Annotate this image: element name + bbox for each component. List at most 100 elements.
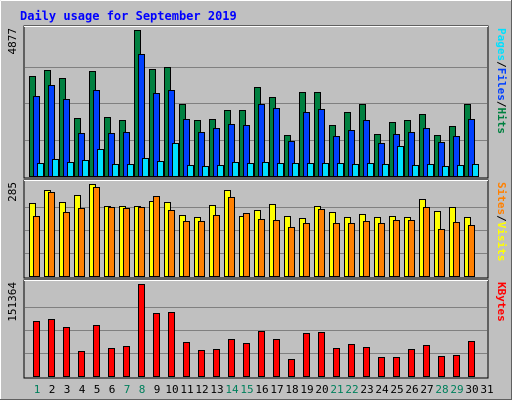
x-tick-label-day-30: 30 [465, 383, 478, 396]
bar-kbytes-day-28 [438, 356, 445, 377]
bar-pages-day-23 [367, 163, 374, 177]
x-tick-label-day-5: 5 [94, 383, 101, 396]
bar-files-day-18 [288, 141, 295, 177]
legend-visits_sites: Sites/Visits [495, 182, 508, 262]
bar-files-day-20 [318, 109, 325, 177]
bar-pages-day-19 [307, 163, 314, 177]
bar-sites-day-20 [318, 209, 325, 277]
x-tick-label-day-10: 10 [165, 383, 178, 396]
x-tick-label-day-25: 25 [390, 383, 403, 396]
bar-pages-day-21 [337, 163, 344, 177]
x-tick-label-day-13: 13 [210, 383, 223, 396]
bar-kbytes-day-11 [183, 342, 190, 377]
y-max-label-hits_files_pages: 4877 [6, 28, 19, 55]
x-tick-label-day-18: 18 [285, 383, 298, 396]
x-tick-label-day-28: 28 [435, 383, 448, 396]
bar-sites-day-24 [378, 223, 385, 277]
bar-pages-day-18 [292, 163, 299, 177]
bar-sites-day-22 [348, 223, 355, 277]
x-tick-label-day-7: 7 [124, 383, 131, 396]
bar-files-day-9 [153, 93, 160, 177]
bar-pages-day-22 [352, 164, 359, 177]
bar-kbytes-day-21 [333, 348, 340, 377]
bar-sites-day-15 [243, 213, 250, 277]
x-tick-label-day-11: 11 [180, 383, 193, 396]
bar-kbytes-day-17 [273, 339, 280, 377]
x-tick-label-day-19: 19 [300, 383, 313, 396]
series-files [33, 54, 475, 177]
y-max-label-kbytes: 151364 [6, 282, 19, 322]
bar-pages-day-2 [52, 159, 59, 177]
chart-title: Daily usage for September 2019 [20, 9, 237, 23]
y-max-label-visits_sites: 285 [6, 182, 19, 202]
bar-files-day-26 [408, 132, 415, 177]
x-tick-label-day-6: 6 [109, 383, 116, 396]
x-tick-label-day-12: 12 [195, 383, 208, 396]
bar-pages-day-17 [277, 163, 284, 177]
bar-kbytes-day-6 [108, 348, 115, 377]
bar-files-day-10 [168, 90, 175, 177]
bar-kbytes-day-15 [243, 343, 250, 377]
bar-pages-day-12 [202, 166, 209, 177]
bar-sites-day-5 [93, 187, 100, 277]
x-tick-label-day-29: 29 [450, 383, 463, 396]
bar-files-day-28 [438, 142, 445, 177]
bar-kbytes-day-10 [168, 312, 175, 377]
bar-sites-day-10 [168, 210, 175, 277]
bar-pages-day-20 [322, 163, 329, 177]
bar-kbytes-day-25 [393, 357, 400, 377]
bar-files-day-24 [378, 143, 385, 177]
bar-files-day-16 [258, 104, 265, 177]
bar-kbytes-day-3 [63, 327, 70, 377]
bar-kbytes-day-26 [408, 349, 415, 377]
legend-entry-hits_files_pages-3: / [495, 101, 508, 108]
bar-files-day-14 [228, 124, 235, 177]
x-tick-label-day-24: 24 [375, 383, 389, 396]
bar-pages-day-28 [442, 166, 449, 177]
bar-kbytes-day-8 [138, 284, 145, 377]
bar-sites-day-27 [423, 207, 430, 277]
x-tick-label-day-26: 26 [405, 383, 418, 396]
bar-sites-day-6 [108, 207, 115, 277]
bar-kbytes-day-24 [378, 357, 385, 377]
bar-sites-day-2 [48, 192, 55, 277]
bar-files-day-21 [333, 136, 340, 177]
bar-kbytes-day-14 [228, 339, 235, 377]
bar-files-day-6 [108, 133, 115, 177]
bar-files-day-19 [303, 112, 310, 177]
panel-visits_sites: 285 Sites/Visits [6, 179, 508, 279]
legend-entry-visits_sites-1: / [495, 215, 508, 222]
legend-entry-visits_sites-0: Sites [495, 182, 508, 215]
series-kbytes [33, 284, 475, 377]
legend-entry-visits_sites-2: Visits [495, 222, 508, 262]
bar-sites-day-28 [438, 229, 445, 277]
bar-kbytes-day-7 [123, 346, 130, 377]
bar-pages-day-4 [82, 160, 89, 177]
bar-sites-day-9 [153, 196, 160, 277]
legend-entry-hits_files_pages-2: Files [495, 68, 508, 101]
bar-sites-day-3 [63, 212, 70, 277]
bar-pages-day-5 [97, 149, 104, 177]
bar-pages-day-11 [187, 165, 194, 177]
bar-files-day-2 [48, 85, 55, 177]
bar-sites-day-19 [303, 223, 310, 277]
bar-files-day-3 [63, 99, 70, 177]
bar-kbytes-day-22 [348, 344, 355, 377]
panel-hits_files_pages: 4877 Pages/Files/Hits [6, 25, 508, 179]
bar-sites-day-21 [333, 223, 340, 277]
bar-pages-day-16 [262, 162, 269, 177]
bar-pages-day-30 [472, 164, 479, 177]
bar-files-day-4 [78, 133, 85, 177]
bar-kbytes-day-18 [288, 359, 295, 377]
bar-pages-day-25 [397, 146, 404, 177]
bar-kbytes-day-27 [423, 345, 430, 377]
bar-sites-day-7 [123, 208, 130, 277]
x-tick-label-day-2: 2 [49, 383, 56, 396]
bar-pages-day-9 [157, 161, 164, 177]
bar-files-day-12 [198, 132, 205, 177]
bar-files-day-27 [423, 128, 430, 177]
x-tick-label-day-27: 27 [420, 383, 433, 396]
bar-pages-day-26 [412, 165, 419, 177]
bar-files-day-11 [183, 119, 190, 177]
